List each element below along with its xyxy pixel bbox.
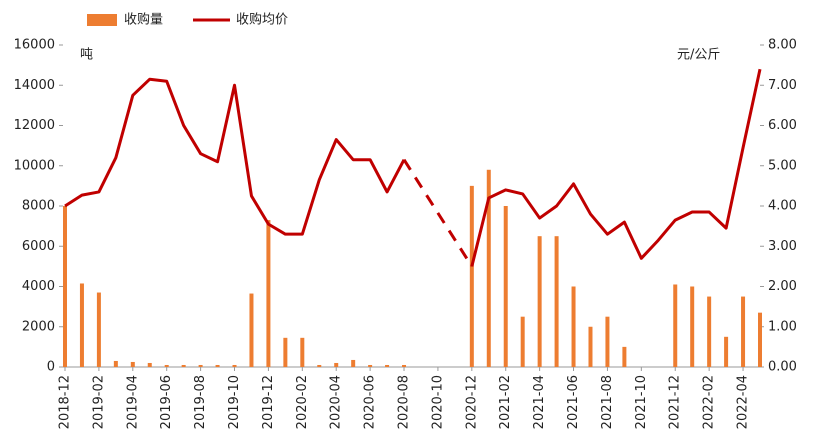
x-tick-label: 2020-06 [363,375,378,429]
y-tick-label: 2000 [22,319,55,334]
bar [368,364,373,367]
x-tick-label: 2020-02 [295,375,310,429]
bar [147,362,152,367]
bar [724,336,729,367]
bar [79,283,84,367]
bar [622,346,627,367]
bar [96,292,101,367]
y-tick-label: 6000 [22,239,55,254]
y2-tick-label: 4.00 [768,199,797,214]
x-tick-label: 2019-04 [125,375,140,429]
x-tick-label: 2019-08 [193,375,208,429]
bar [283,337,288,367]
x-tick-label: 2021-02 [498,375,513,429]
y-tick-label: 4000 [22,279,55,294]
bar [690,286,695,367]
x-tick-label: 2020-10 [430,375,445,429]
x-tick-label: 2021-06 [566,375,581,429]
line [470,68,762,267]
bar [317,364,322,367]
bar [503,206,508,367]
legend-label: 收购均价 [236,12,288,28]
bar [232,364,237,367]
y-tick-label: 12000 [14,118,55,133]
bar [469,185,474,367]
y-tick-label: 14000 [14,78,55,93]
line [64,77,406,236]
x-tick-label: 2021-12 [668,375,683,429]
y2-tick-label: 6.00 [768,118,797,133]
x-tick-label: 2019-02 [91,375,106,429]
bar [554,236,559,367]
x-tick-label: 2020-08 [397,375,412,429]
x-tick-label: 2021-04 [532,375,547,429]
legend-swatch [87,14,117,26]
bar [605,316,610,367]
y2-unit: 元/公斤 [677,48,720,63]
bar [164,364,169,367]
x-tick-label: 2021-08 [600,375,615,429]
x-tick-label: 2022-04 [736,375,751,429]
bar [588,326,593,367]
y2-tick-label: 5.00 [768,158,797,173]
bar [334,362,339,367]
bar [741,296,746,367]
bar [181,364,186,367]
x-tick-label: 2019-10 [227,375,242,429]
bar [486,169,491,367]
bar [215,364,220,367]
bar [571,286,576,367]
bar [673,284,678,367]
bar [351,359,356,367]
y-tick-label: 8000 [22,199,55,214]
x-tick-label: 2019-12 [261,375,276,429]
y-tick-label: 16000 [14,38,55,53]
y2-tick-label: 2.00 [768,279,797,294]
bar [385,364,390,367]
y2-tick-label: 8.00 [768,38,797,53]
x-tick-label: 2021-10 [634,375,649,429]
y2-tick-label: 1.00 [768,319,797,334]
bar [537,236,542,367]
bar [63,206,67,367]
bar [113,360,118,367]
bar [198,364,203,367]
y2-tick-label: 7.00 [768,78,797,93]
bar [266,220,271,367]
bar [130,361,135,367]
x-tick-label: 2022-02 [702,375,717,429]
y-unit: 吨 [80,48,93,63]
y-tick-label: 0 [47,360,55,375]
y2-tick-label: 0.00 [768,360,797,375]
line-gap [402,158,474,268]
x-tick-label: 2020-12 [464,375,479,429]
x-tick-label: 2020-04 [329,375,344,429]
x-tick-label: 2018-12 [58,375,73,429]
bar [249,293,254,367]
bar [300,337,305,367]
legend-label: 收购量 [124,12,163,28]
bar [758,312,762,367]
x-tick-label: 2019-06 [159,375,174,429]
bar [402,364,407,367]
bar [520,316,525,367]
y2-tick-label: 3.00 [768,239,797,254]
y-tick-label: 10000 [14,158,55,173]
bar [707,296,712,367]
